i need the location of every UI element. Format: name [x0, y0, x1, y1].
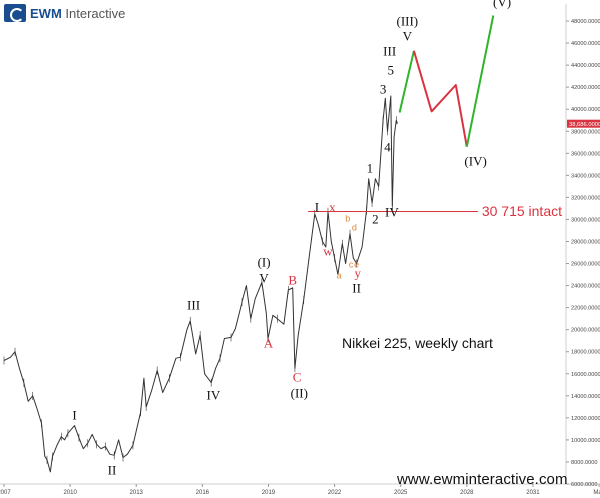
wave-label: III — [187, 297, 201, 313]
wave-label: B — [288, 272, 298, 288]
y-tick-label: 46000.0000 — [571, 41, 600, 47]
x-tick-label: 2031 — [526, 490, 540, 496]
y-tick-label: 38000.0000 — [571, 129, 600, 135]
wave-label: 2 — [372, 211, 379, 227]
y-tick-label: 28000.0000 — [571, 239, 600, 245]
wave-label: (III) — [396, 13, 419, 29]
y-tick-label: 26000.0000 — [571, 262, 600, 268]
wave-label: I — [314, 199, 320, 215]
y-tick-label: 22000.0000 — [571, 306, 600, 312]
wave-label: (IV) — [464, 153, 487, 169]
y-tick-label: 36000.0000 — [571, 151, 600, 157]
y-tick-label: 32000.0000 — [571, 195, 600, 201]
x-tick-label: 2028 — [460, 490, 474, 496]
chart-subtitle: Nikkei 225, weekly chart — [342, 335, 493, 351]
y-tick-label: 48000.0000 — [571, 19, 600, 25]
x-tick-label: 2016 — [196, 490, 210, 496]
wave-label: (V) — [493, 0, 512, 10]
wave-label: (II) — [290, 385, 308, 400]
y-tick-label: 6000.0000 — [571, 482, 597, 488]
x-tick-label: 2007 — [0, 490, 11, 496]
y-tick-label: 24000.0000 — [571, 284, 600, 290]
current-price-tag — [567, 119, 600, 128]
wave-label: 3 — [379, 81, 387, 97]
x-tick-label: 2010 — [63, 490, 77, 496]
wave-label: d — [351, 222, 357, 233]
wave-label: V — [259, 270, 269, 286]
wave-label: C — [292, 369, 302, 385]
brand-name-rest: Interactive — [61, 5, 126, 21]
wave-label: (I) — [257, 254, 271, 270]
price-series-line — [3, 95, 398, 473]
wave-label: b — [345, 213, 351, 224]
wave-label: II — [107, 462, 117, 478]
x-tick-label: 2022 — [328, 490, 342, 496]
brand-logo: EWM Interactive — [4, 4, 125, 22]
y-tick-label: 16000.0000 — [571, 372, 600, 378]
y-tick-label: 44000.0000 — [571, 63, 600, 69]
wave-label: A — [263, 335, 274, 351]
x-tick-label: May — [593, 490, 600, 496]
y-tick-label: 34000.0000 — [571, 173, 600, 179]
wave-label: IV — [385, 204, 399, 220]
x-tick-label: 2019 — [262, 490, 276, 496]
y-tick-label: 40000.0000 — [571, 107, 600, 113]
logo-icon — [4, 4, 26, 22]
wave-label: 4 — [384, 139, 391, 155]
y-tick-label: 30000.0000 — [571, 217, 600, 223]
projection-line — [398, 50, 415, 113]
wave-label: I — [72, 407, 77, 423]
projection-line — [465, 15, 495, 147]
y-tick-label: 20000.0000 — [571, 328, 600, 334]
wave-label: w — [323, 243, 333, 259]
wave-label: c — [348, 259, 354, 270]
wave-label: e — [354, 259, 360, 270]
wave-label: IV — [206, 387, 221, 403]
wave-label: 1 — [366, 160, 374, 176]
x-tick-label: 2025 — [394, 490, 408, 496]
wave-label: a — [336, 270, 342, 281]
brand-name-bold: EWM — [30, 5, 62, 21]
y-tick-label: 10000.0000 — [571, 438, 600, 444]
wave-label: III — [383, 43, 397, 59]
wave-label: 5 — [387, 62, 395, 78]
wave-label: II — [352, 280, 361, 296]
wave-label: V — [402, 28, 413, 44]
support-level-label: 30 715 intact — [481, 202, 562, 219]
projection-line — [412, 50, 468, 147]
y-tick-label: 42000.0000 — [571, 85, 600, 91]
y-tick-label: 8000.0000 — [571, 460, 597, 466]
wave-label: x — [329, 199, 336, 215]
website-footer: www.ewminteractive.com — [397, 471, 568, 488]
y-tick-label: 14000.0000 — [571, 394, 600, 400]
y-tick-label: 12000.0000 — [571, 416, 600, 422]
current-price-label: 38,686.0000 — [569, 122, 600, 128]
wave-label: y — [354, 265, 361, 281]
x-tick-label: 2013 — [130, 490, 144, 496]
y-tick-label: 18000.0000 — [571, 350, 600, 356]
